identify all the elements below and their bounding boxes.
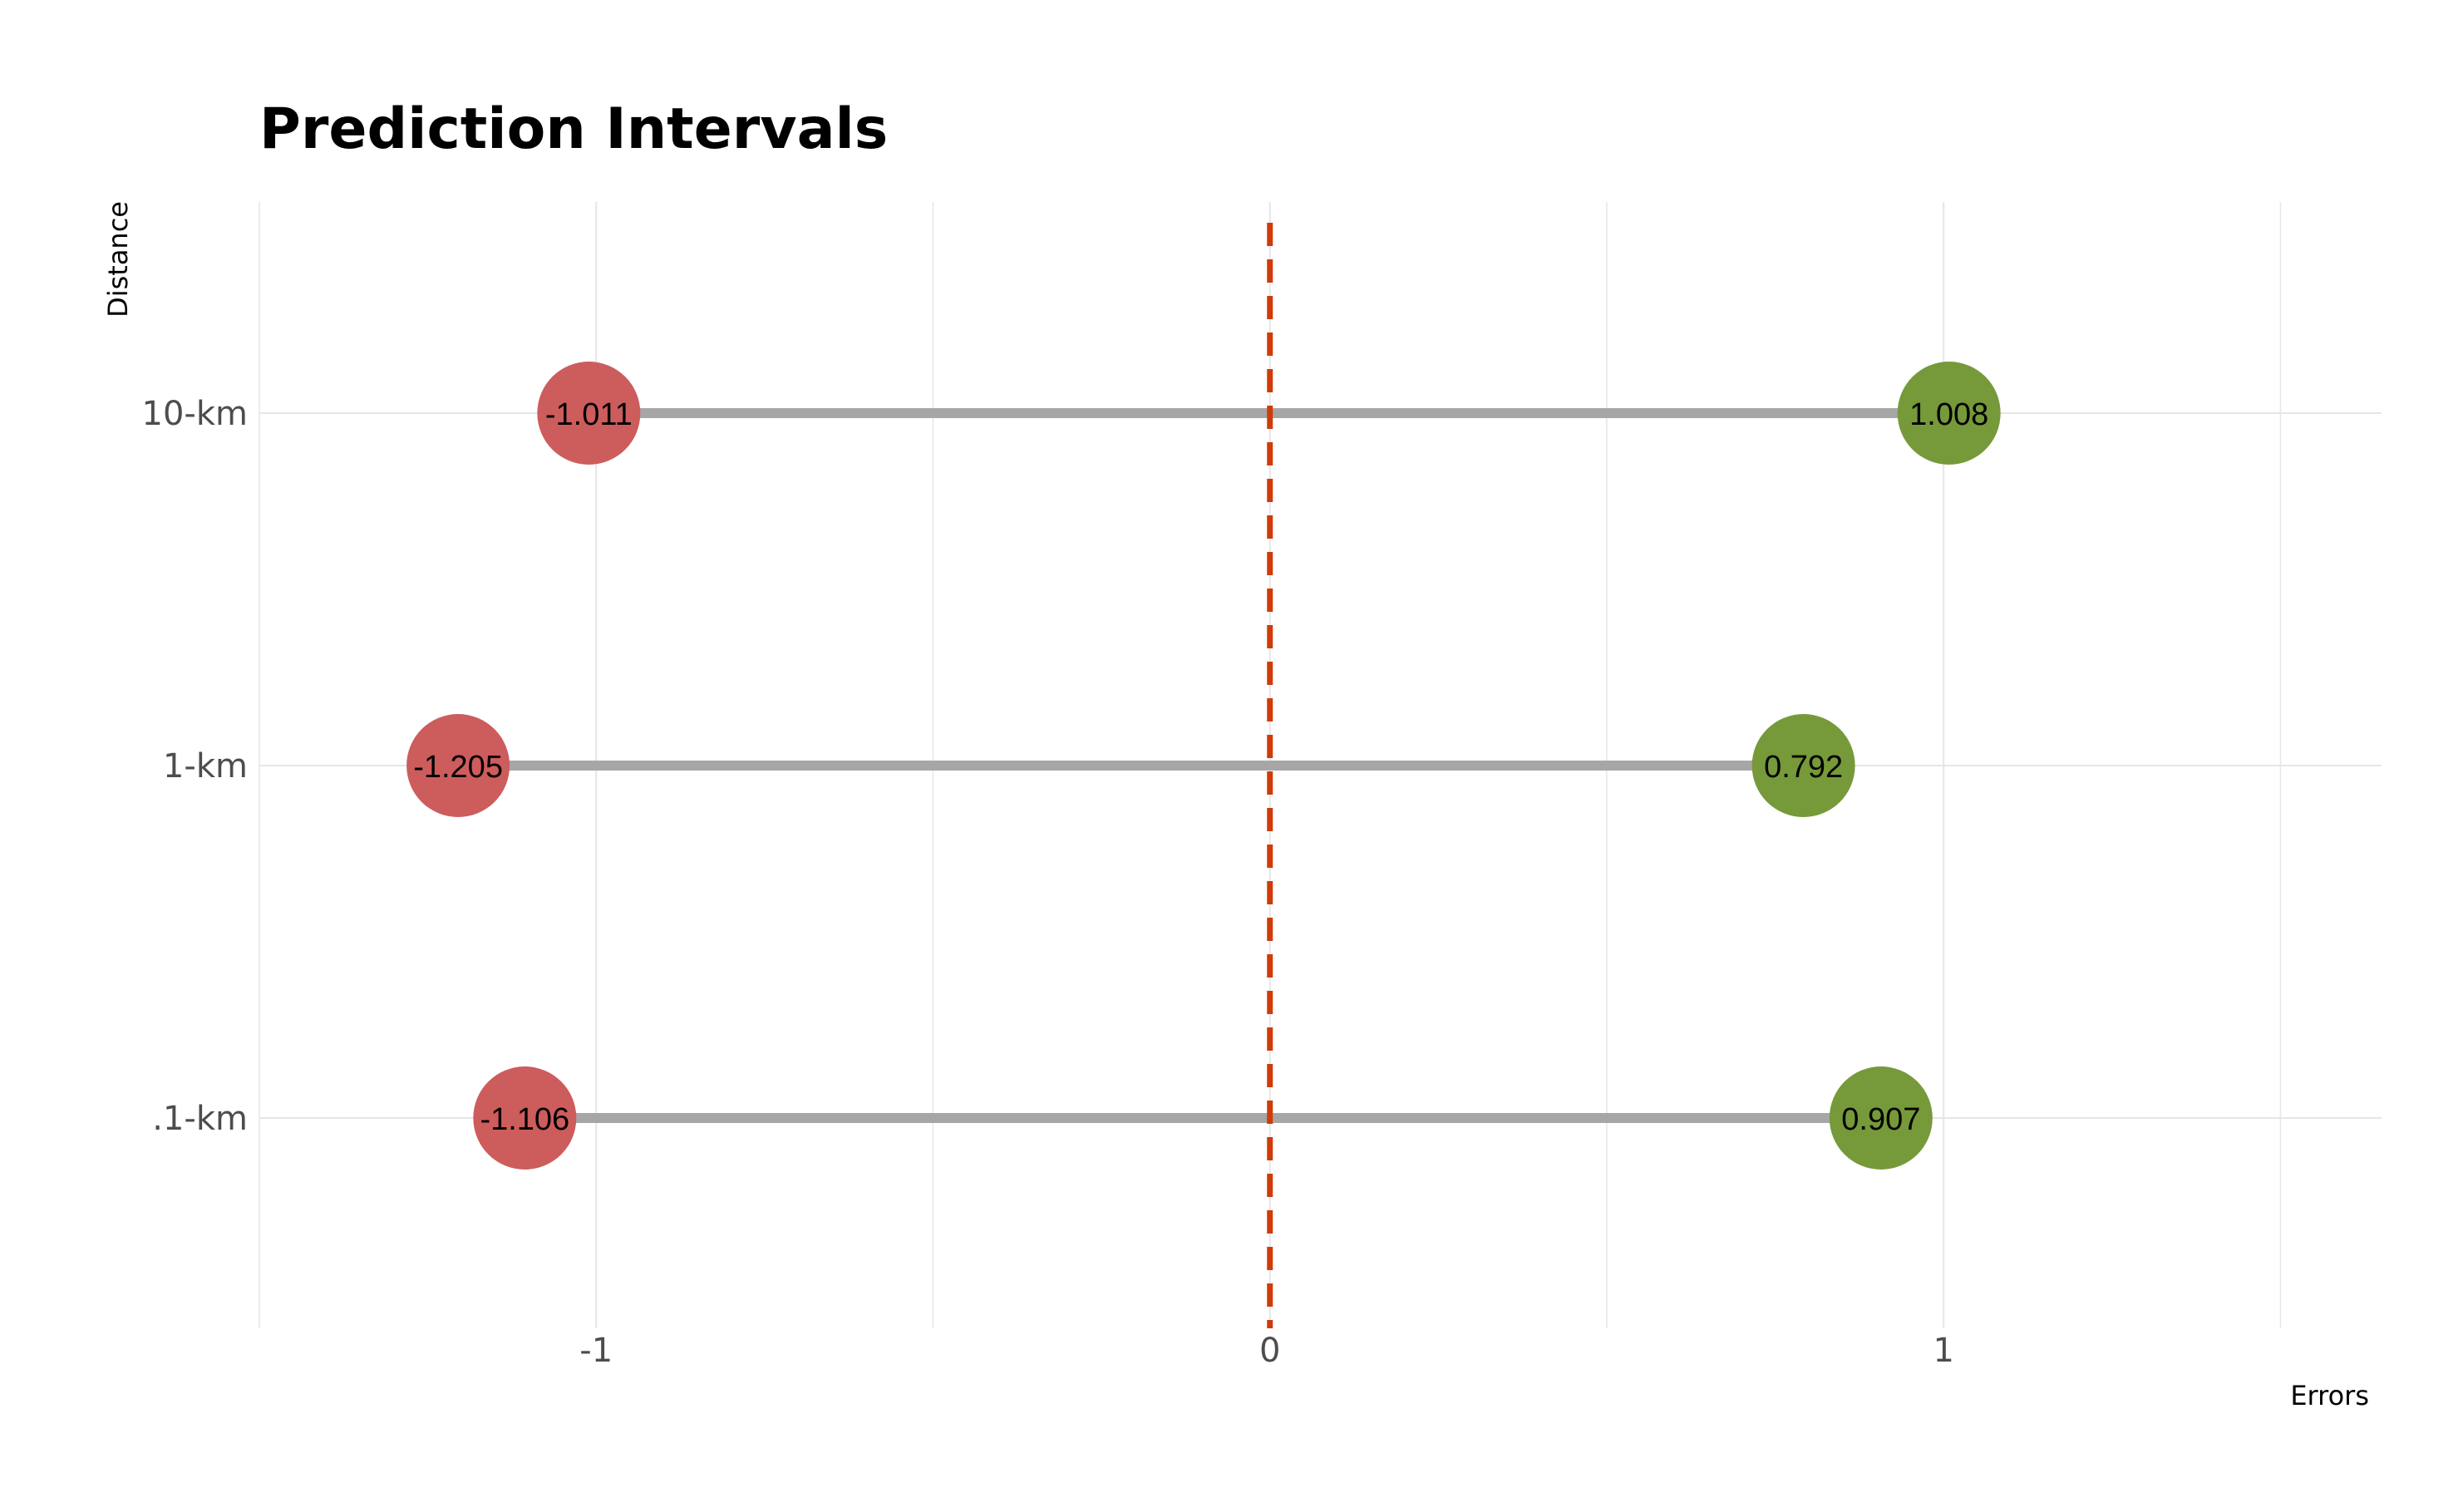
lower-bound-label: -1.106 — [480, 1102, 569, 1137]
lower-bound-point — [406, 714, 510, 817]
lower-bound-point — [473, 1066, 577, 1170]
upper-bound-point — [1751, 714, 1855, 817]
label-layer: -1.106 -1.205 -1.011 0.907 0.792 1.008 — [413, 397, 1988, 1137]
upper-bound-point — [1897, 362, 2001, 465]
y-tick-label: .1-km — [152, 1100, 248, 1138]
lower-bound-label: -1.205 — [413, 750, 503, 785]
lower-bound-label: -1.011 — [545, 397, 633, 432]
x-tick-label: 0 — [1259, 1332, 1280, 1370]
upper-bound-label: 0.907 — [1841, 1102, 1920, 1137]
chart-title: Prediction Intervals — [259, 96, 888, 162]
point-layer — [406, 362, 2001, 1170]
upper-bound-label: 1.008 — [1909, 397, 1988, 432]
axis-layer: -1 0 1 .1-km 1-km 10-km — [142, 395, 1954, 1370]
segment-layer — [458, 408, 1949, 1123]
x-axis-title: Errors — [2290, 1380, 2369, 1411]
x-tick-label: 1 — [1933, 1332, 1953, 1370]
y-axis-title: Distance — [102, 201, 134, 318]
upper-bound-point — [1829, 1066, 1933, 1170]
lower-bound-point — [537, 362, 641, 465]
upper-bound-label: 0.792 — [1764, 750, 1843, 785]
y-tick-label: 1-km — [163, 747, 248, 786]
y-tick-label: 10-km — [142, 395, 248, 433]
x-tick-label: -1 — [579, 1332, 613, 1370]
